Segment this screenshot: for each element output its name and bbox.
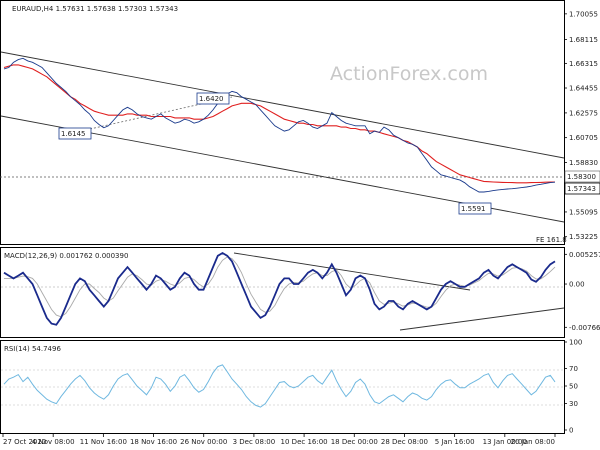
x-tick-label: 18 Dec 00:00 <box>331 438 378 446</box>
macd-y-tick-label: 0.005257 <box>569 251 600 259</box>
annotation-1-5591: 1.5591 <box>458 202 492 215</box>
price-y-tick-label: 1.62575 <box>569 109 598 117</box>
price-y-tick-label: 1.70055 <box>569 10 598 18</box>
price-title: EURAUD,H4 1.57631 1.57638 1.57303 1.5734… <box>12 5 178 13</box>
x-tick-label: 5 Jan 16:00 <box>435 438 475 446</box>
price-y-tick-label: 1.66315 <box>569 60 598 68</box>
price-y-tick-label: 1.58830 <box>569 159 598 167</box>
x-tick-label: 11 Nov 16:00 <box>80 438 127 446</box>
rsi-y-tick-label: 0 <box>569 427 573 435</box>
watermark: ActionForex.com <box>330 63 488 85</box>
macd-y-tick-label: 0.00 <box>569 281 585 289</box>
svg-text:1.5591: 1.5591 <box>461 205 486 213</box>
price-series-line <box>3 57 556 193</box>
macd-upper-trendline <box>233 252 471 291</box>
svg-text:1.6420: 1.6420 <box>199 95 224 103</box>
macd-y-tick-label: -0.007663 <box>569 324 600 332</box>
rsi-y-tick-label: 100 <box>569 339 582 347</box>
svg-text:1.57343: 1.57343 <box>567 185 596 193</box>
ema-line <box>3 64 556 184</box>
rsi-line <box>3 364 556 408</box>
macd-title: MACD(12,26,9) 0.001762 0.000390 <box>4 252 128 260</box>
rsi-title: RSI(14) 54.7496 <box>4 345 61 353</box>
rsi-y-tick-label: 30 <box>569 400 578 408</box>
fe-annotation: FE 161.8 <box>536 236 567 244</box>
x-tick-label: 18 Nov 16:00 <box>130 438 177 446</box>
svg-text:1.6145: 1.6145 <box>61 130 86 138</box>
price-y-tick-label: 1.68115 <box>569 36 598 44</box>
macd-lower-trendline <box>399 307 565 331</box>
x-tick-label: 10 Dec 16:00 <box>281 438 328 446</box>
level-price-label: 1.58300 <box>564 170 600 183</box>
annotation-1-6145: 1.6145 <box>58 127 92 140</box>
price-y-tick-label: 1.64455 <box>569 85 598 93</box>
rsi-y-tick-label: 50 <box>569 383 578 391</box>
macd-line <box>3 251 556 326</box>
channel-upper-line <box>0 51 565 159</box>
price-y-tick-label: 1.60705 <box>569 134 598 142</box>
x-tick-label: 4 Nov 08:00 <box>32 438 75 446</box>
annotation-1-6420: 1.6420 <box>196 92 230 105</box>
price-y-tick-label: 1.53225 <box>569 233 598 241</box>
x-tick-label: 13 Jan 00:00 <box>483 438 527 446</box>
x-tick-label: 27 Oct 2020 <box>3 438 46 446</box>
price-y-tick-label: 1.55095 <box>569 208 598 216</box>
rsi-y-tick-label: 70 <box>569 365 578 373</box>
x-tick-label: 20 Jan 08:00 <box>511 438 555 446</box>
macd-panel-frame <box>0 247 565 338</box>
x-tick-label: 3 Dec 08:00 <box>233 438 276 446</box>
svg-text:1.58300: 1.58300 <box>567 173 596 181</box>
macd-signal-line <box>4 256 556 318</box>
current-price-label: 1.57343 <box>564 182 600 195</box>
x-tick-label: 26 Nov 00:00 <box>180 438 227 446</box>
x-tick-label: 28 Dec 08:00 <box>381 438 428 446</box>
